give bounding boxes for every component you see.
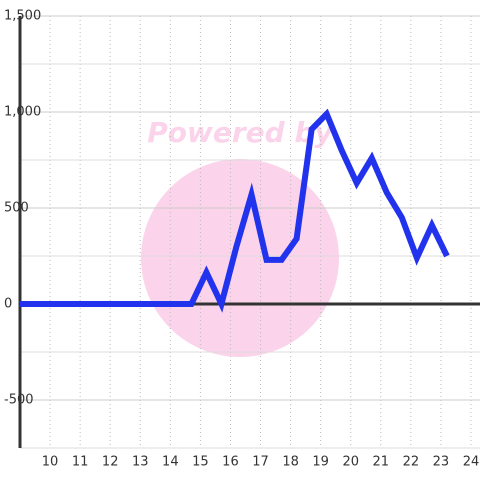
y-tick-label: 1,000 [4,105,41,120]
line [20,108,450,313]
x-tick-label: 18 [282,455,299,470]
x-tick-label: 14 [162,455,179,470]
x-tick-label: 23 [433,455,450,470]
y-tick-label: 1,500 [4,9,41,24]
x-tick-label: 24 [463,455,480,470]
x-tick-label: 22 [403,455,420,470]
x-tick-label: 19 [312,455,329,470]
x-tick-label: 13 [132,455,149,470]
watermark-text: Powered by [147,116,334,149]
x-tick-label: 11 [72,455,89,470]
x-tick-label: 20 [342,455,359,470]
x-tick-label: 21 [373,455,390,470]
x-tick-label: 10 [42,455,59,470]
y-tick-label: 0 [4,297,12,312]
y-tick-label: 500 [4,201,29,216]
x-tick-label: 16 [222,455,239,470]
x-tick-label: 15 [192,455,209,470]
x-tick-label: 12 [102,455,119,470]
x-tick-label: 17 [252,455,269,470]
